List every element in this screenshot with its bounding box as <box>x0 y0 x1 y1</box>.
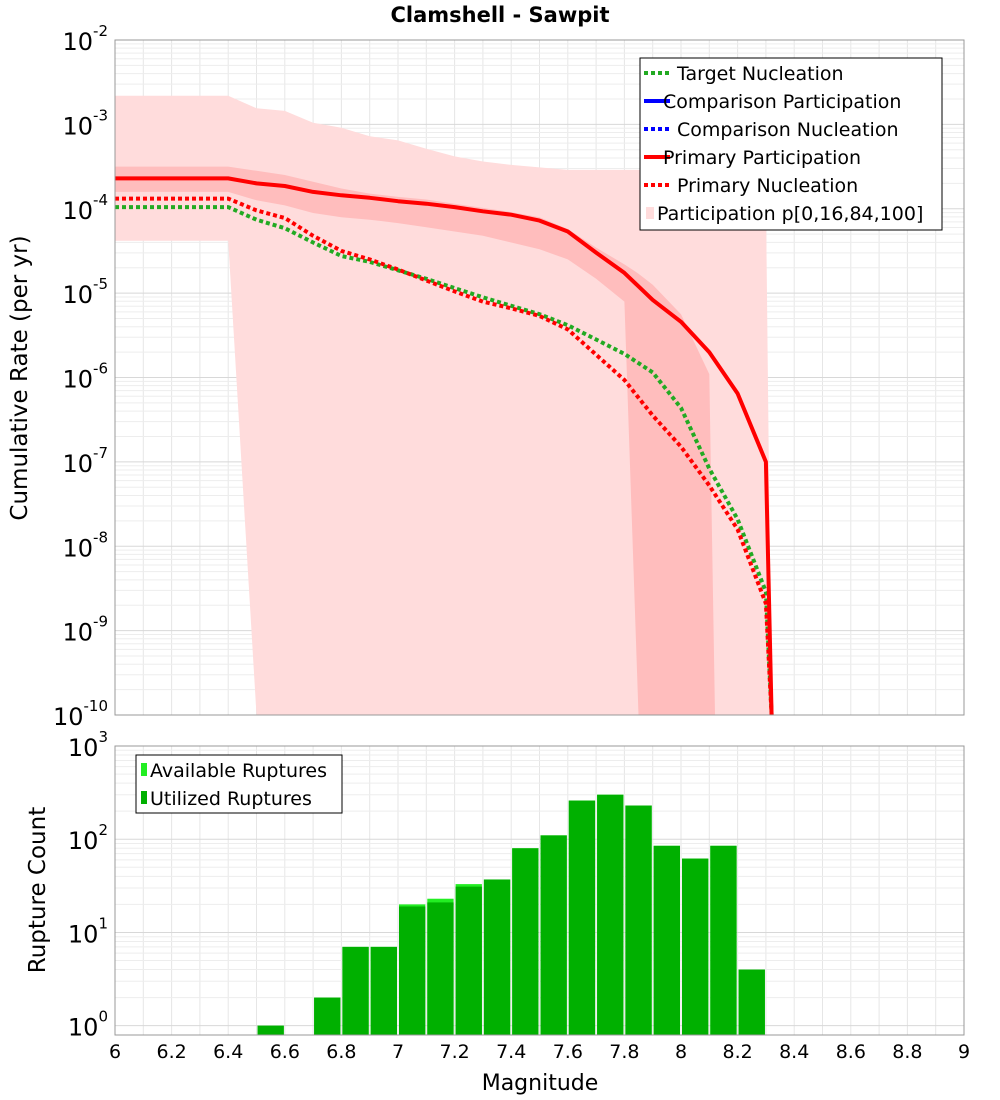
legend-swatch <box>141 763 147 776</box>
y-tick-label: 101 <box>68 914 108 948</box>
bar-utilized <box>314 997 341 1035</box>
y-tick-label: 10-4 <box>62 191 108 225</box>
legend-label: Participation p[0,16,84,100] <box>657 203 923 225</box>
y-tick-label: 10-2 <box>62 22 108 56</box>
chart-title: Clamshell - Sawpit <box>390 3 609 27</box>
bar-utilized <box>625 805 652 1035</box>
y-tick-label: 102 <box>68 821 108 855</box>
x-tick-label: 6.4 <box>213 1041 243 1063</box>
bar-utilized <box>738 969 765 1035</box>
bar-utilized <box>682 858 709 1035</box>
top-panel: 10-10 10-9 10-8 10-7 10-6 10-5 10-4 10-3 10-2 Cu… <box>7 22 965 731</box>
x-tick-label: 8.4 <box>779 1041 809 1063</box>
bottom-legend: Available Ruptures Utilized Ruptures <box>135 754 343 814</box>
bar-utilized <box>568 800 596 1035</box>
legend-label: Available Ruptures <box>150 760 327 782</box>
bar-utilized <box>427 902 454 1035</box>
legend-label: Utilized Ruptures <box>150 788 312 810</box>
bottom-panel: 100 101 102 103 6 6.2 6.4 6.6 6.8 7 7.2 7.4 7.6 7.8 8… <box>25 728 970 1096</box>
participation-band-outer <box>115 95 772 715</box>
bar-utilized <box>455 886 482 1035</box>
bar-utilized <box>597 794 624 1035</box>
bar-utilized <box>653 845 680 1035</box>
participation-band-inner <box>115 166 715 716</box>
top-lines <box>115 176 774 716</box>
legend-label: Comparison Participation <box>663 91 901 113</box>
legend-swatch <box>141 791 147 804</box>
legend-label: Target Nucleation <box>676 63 844 85</box>
x-tick-label: 7.8 <box>609 1041 639 1063</box>
x-tick-label: 9 <box>958 1041 970 1063</box>
top-legend-box <box>639 57 943 231</box>
bar-utilized <box>399 906 426 1035</box>
bar-utilized <box>257 1025 284 1035</box>
series-line-target-nucleation <box>115 205 774 716</box>
legend-label: Comparison Nucleation <box>677 119 899 141</box>
y-tick-label: 10-10 <box>53 697 108 731</box>
bottom-y-ticks: 100 101 102 103 <box>68 728 108 1042</box>
top-plot-border <box>114 39 965 716</box>
legend-label: Primary Nucleation <box>677 175 858 197</box>
x-tick-label: 7.6 <box>553 1041 583 1063</box>
x-tick-label: 6.8 <box>326 1041 356 1063</box>
top-legend: Target Nucleation Comparison Participatio… <box>639 57 943 231</box>
y-tick-label: 103 <box>68 728 108 762</box>
series-line-primary-nucleation <box>115 196 774 716</box>
y-tick-label: 10-7 <box>62 444 108 478</box>
x-tick-label: 8.8 <box>892 1041 922 1063</box>
bottom-x-ticks: 6 6.2 6.4 6.6 6.8 7 7.2 7.4 7.6 7.8 8 8.2 8.4 8.6 8.8 9 <box>109 1041 970 1063</box>
top-bands <box>115 95 772 716</box>
y-tick-label: 10-9 <box>62 613 108 647</box>
y-tick-label: 10-3 <box>62 106 108 140</box>
y-tick-label: 10-8 <box>62 528 108 562</box>
y-tick-label: 100 <box>68 1008 108 1042</box>
legend-label: Primary Participation <box>663 147 861 169</box>
x-tick-label: 6 <box>109 1041 121 1063</box>
x-tick-label: 7 <box>392 1041 404 1063</box>
x-tick-label: 8.6 <box>836 1041 866 1063</box>
bottom-plot-border <box>114 745 965 1036</box>
bar-utilized <box>540 835 567 1035</box>
top-y-ticks: 10-10 10-9 10-8 10-7 10-6 10-5 10-4 10-3 10-2 <box>53 22 108 731</box>
bar-utilized <box>370 946 397 1035</box>
x-tick-label: 7.4 <box>496 1041 526 1063</box>
legend-swatch <box>646 207 654 219</box>
x-tick-label: 7.2 <box>439 1041 469 1063</box>
x-tick-label: 6.2 <box>156 1041 186 1063</box>
series-line-primary-participation <box>115 176 774 716</box>
x-tick-label: 8 <box>675 1041 687 1063</box>
bottom-y-axis-label: Rupture Count <box>25 807 51 973</box>
x-axis-label: Magnitude <box>482 1071 599 1096</box>
x-tick-label: 6.6 <box>270 1041 300 1063</box>
y-tick-label: 10-6 <box>62 360 108 394</box>
y-tick-label: 10-5 <box>62 275 108 309</box>
bar-utilized <box>342 946 369 1035</box>
bar-utilized <box>710 845 737 1035</box>
bar-utilized <box>483 879 511 1035</box>
bottom-bars <box>257 794 765 1035</box>
bar-utilized <box>512 848 539 1035</box>
x-tick-label: 8.2 <box>722 1041 752 1063</box>
top-y-axis-label: Cumulative Rate (per yr) <box>7 235 33 520</box>
bottom-legend-box <box>135 754 343 814</box>
